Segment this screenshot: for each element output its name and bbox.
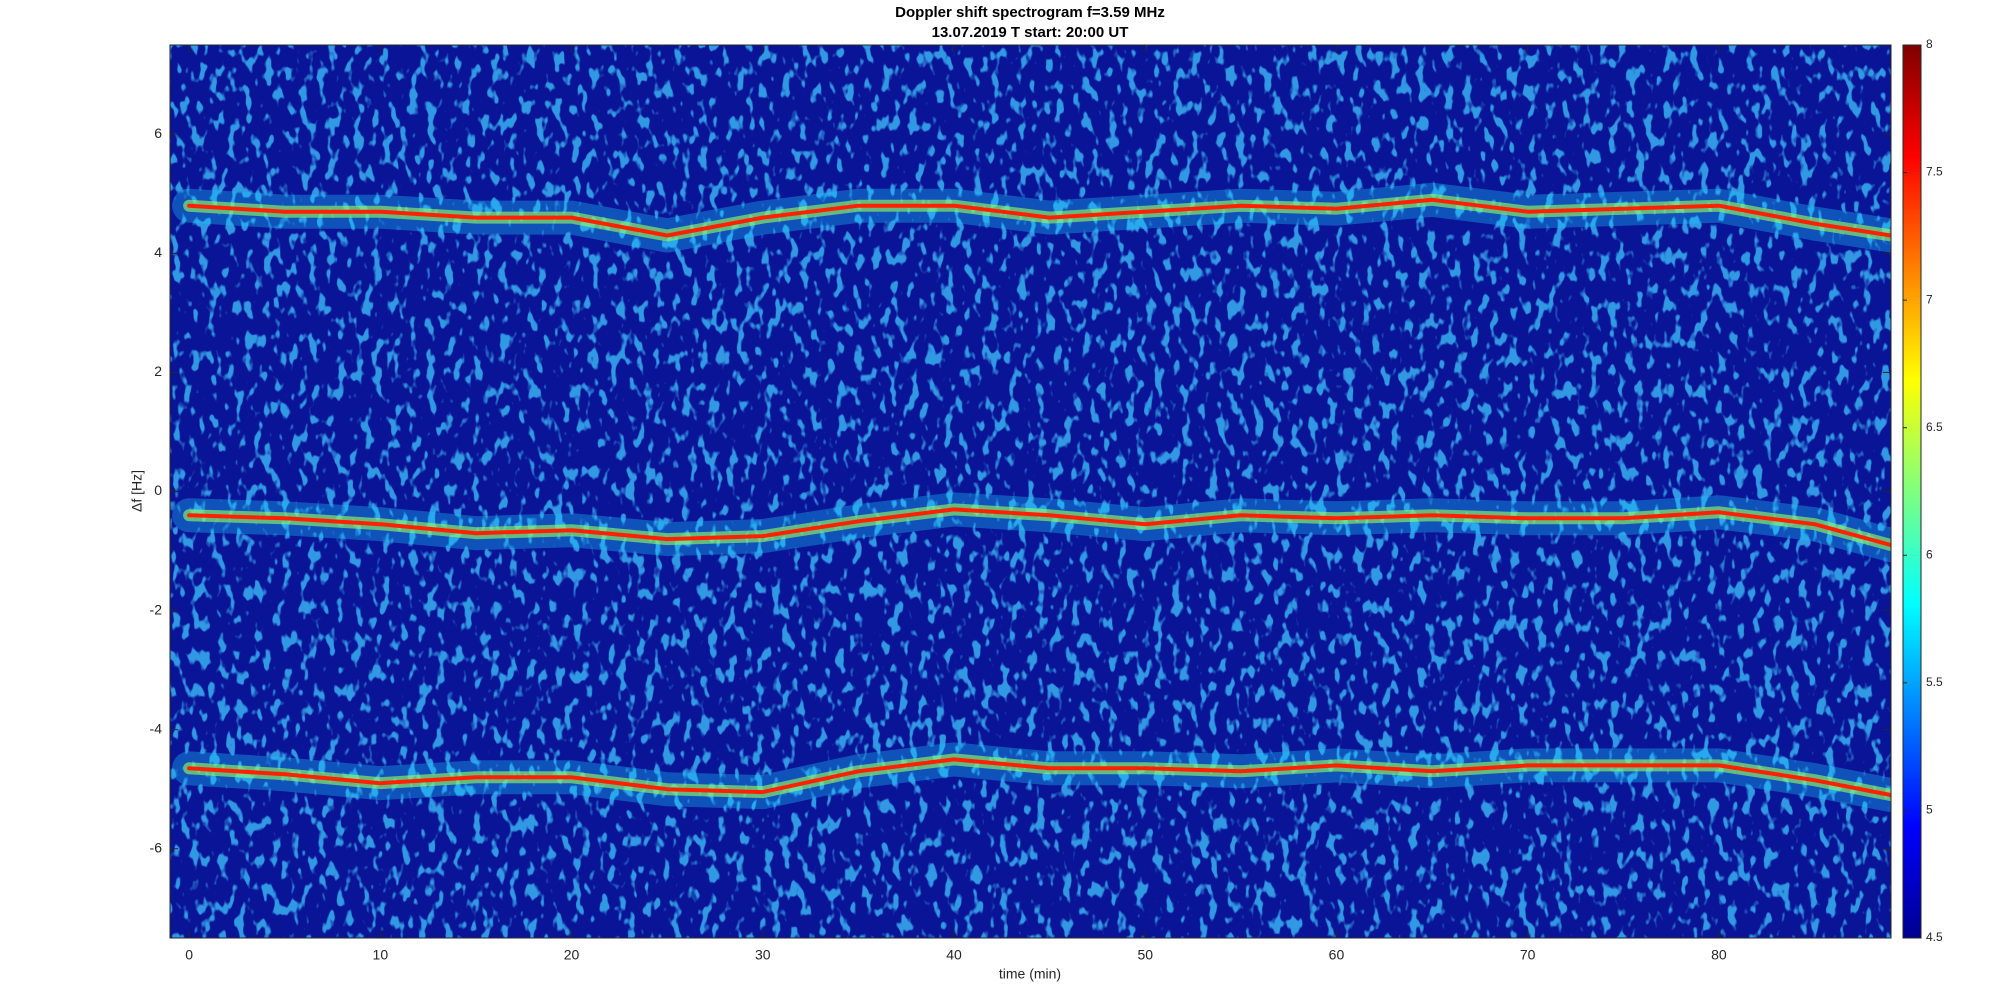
colorbar bbox=[1902, 44, 1922, 939]
colorbar-tick-label: 6 bbox=[1926, 547, 1933, 561]
y-tick-label: 4 bbox=[154, 244, 162, 260]
chart-subtitle: 13.07.2019 T start: 20:00 UT bbox=[932, 24, 1129, 41]
x-tick-label: 70 bbox=[1520, 947, 1536, 963]
colorbar-tick-label: 7.5 bbox=[1926, 165, 1943, 179]
colorbar-tick-label: 7 bbox=[1926, 292, 1933, 306]
x-tick-label: 10 bbox=[373, 947, 389, 963]
trace-line bbox=[187, 507, 1891, 548]
colorbar-tick-label: 4.5 bbox=[1926, 930, 1943, 944]
x-tick-label: 60 bbox=[1329, 947, 1345, 963]
noise-texture bbox=[170, 45, 1891, 938]
colorbar-tick-label: 8 bbox=[1926, 37, 1933, 51]
y-axis-label: Δf [Hz] bbox=[129, 470, 145, 512]
y-tick-label: -2 bbox=[150, 601, 163, 617]
x-tick-label: 40 bbox=[946, 947, 962, 963]
x-tick-label: 80 bbox=[1711, 947, 1727, 963]
colorbar-tick-label: 5 bbox=[1926, 803, 1933, 817]
colorbar-tick-label: 5.5 bbox=[1926, 675, 1943, 689]
chart-title: Doppler shift spectrogram f=3.59 MHz bbox=[895, 4, 1165, 21]
x-axis-label: time (min) bbox=[999, 966, 1061, 982]
y-tick-label: -4 bbox=[150, 720, 163, 736]
x-tick-label: 50 bbox=[1137, 947, 1153, 963]
trace-line bbox=[187, 197, 1891, 238]
x-tick-label: 0 bbox=[185, 947, 193, 963]
colorbar-tick-label: 6.5 bbox=[1926, 420, 1943, 434]
y-tick-label: 0 bbox=[154, 482, 162, 498]
y-tick-label: 2 bbox=[154, 363, 162, 379]
y-tick-label: -6 bbox=[150, 839, 163, 855]
x-tick-label: 30 bbox=[755, 947, 771, 963]
x-tick-label: 20 bbox=[564, 947, 580, 963]
trace-line bbox=[187, 757, 1891, 798]
traces bbox=[172, 182, 1891, 813]
y-tick-label: 6 bbox=[154, 125, 162, 141]
